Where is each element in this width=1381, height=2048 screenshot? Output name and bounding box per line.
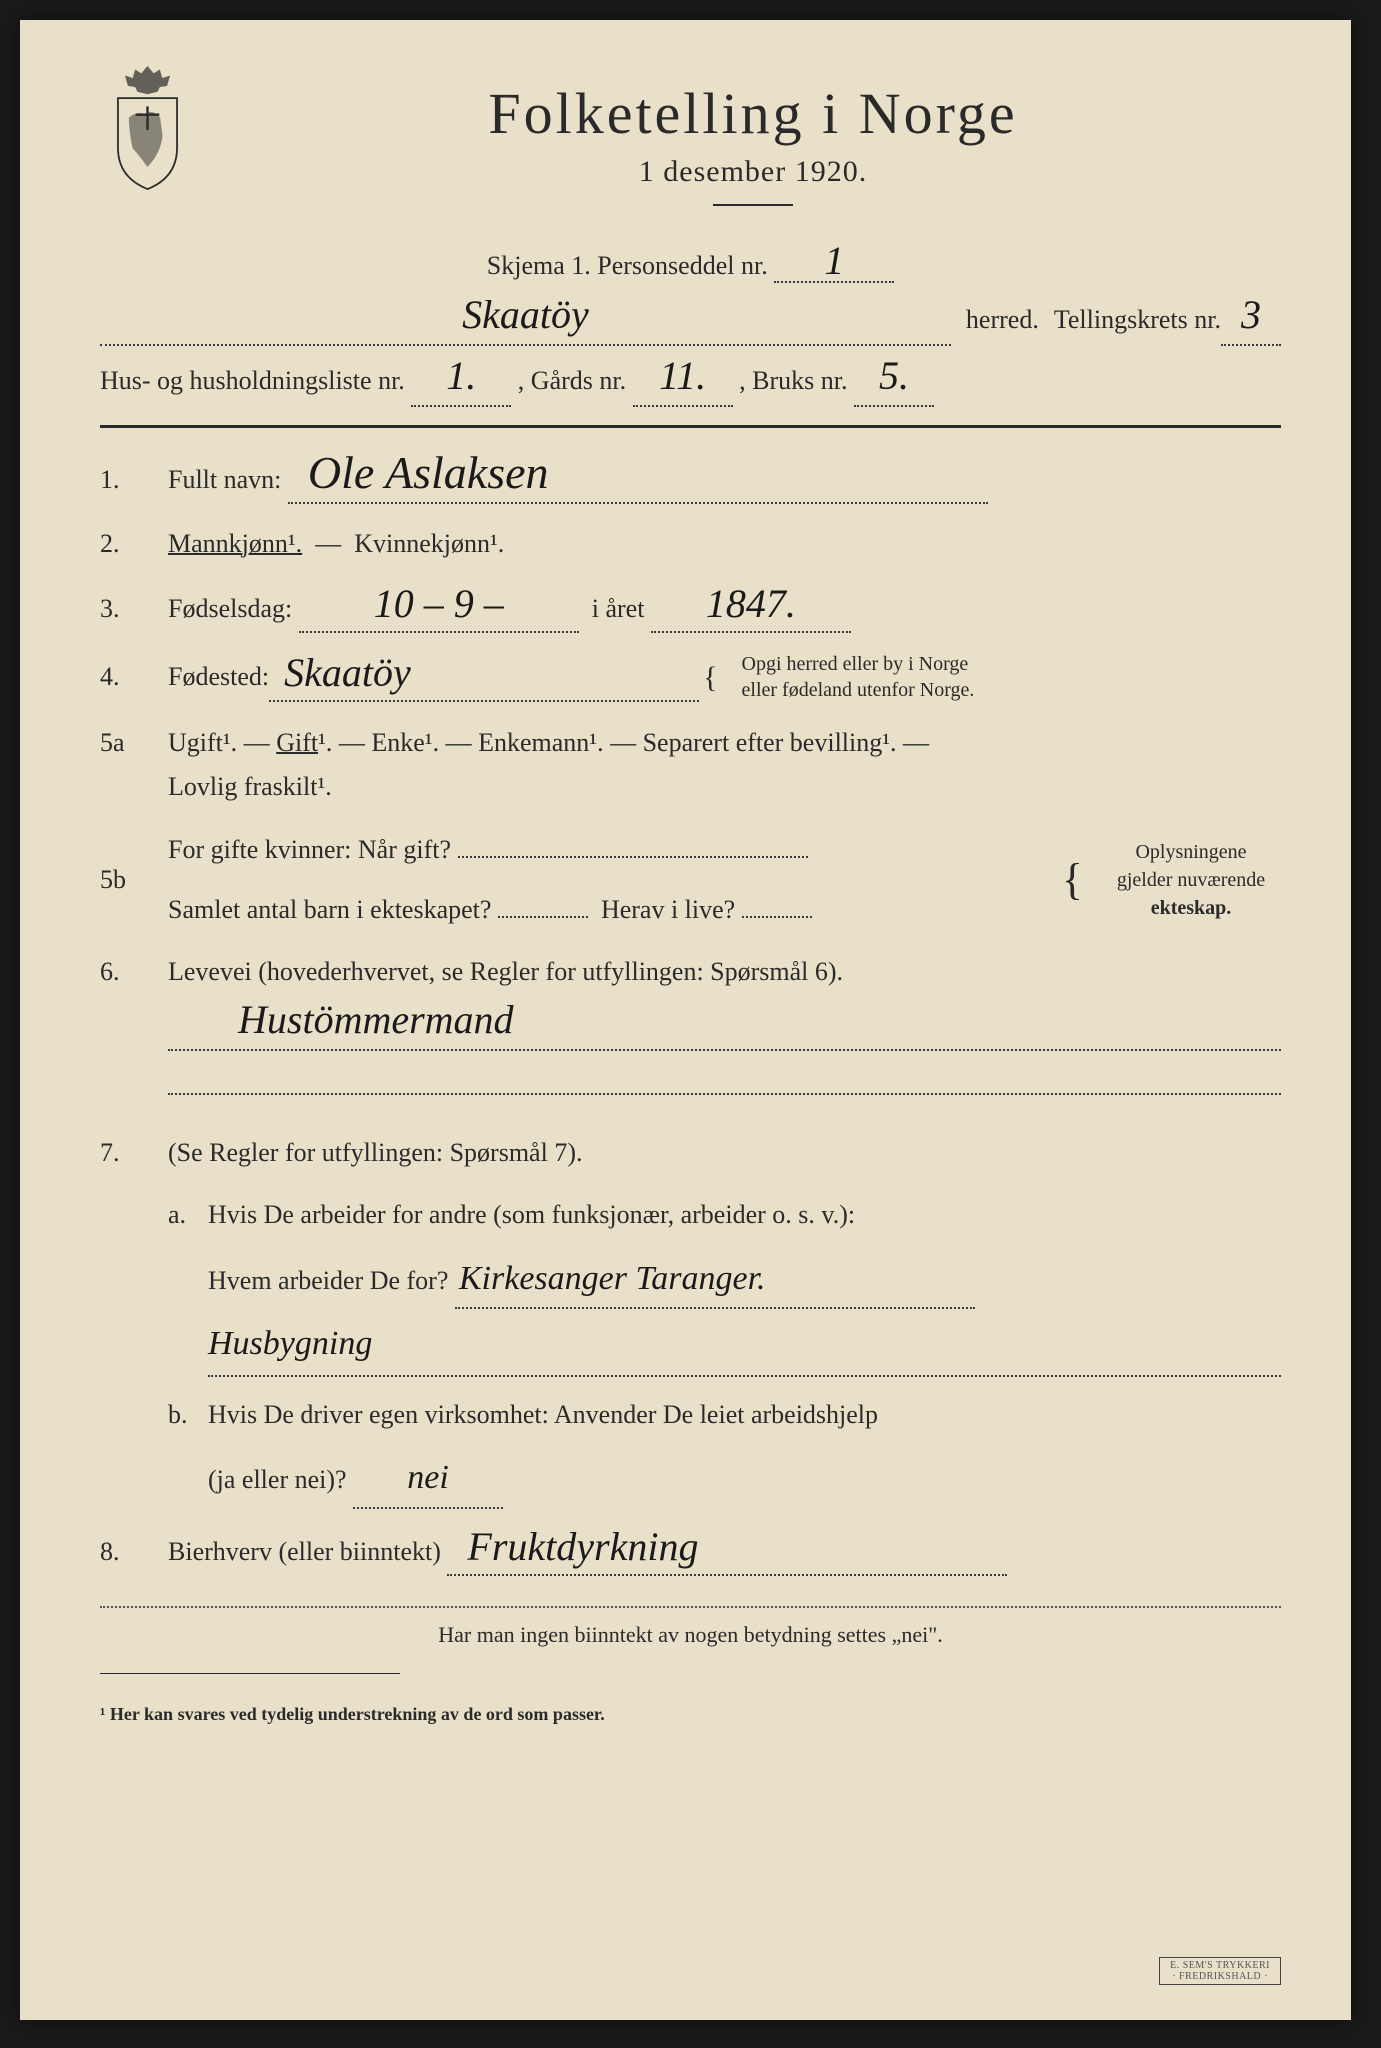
q7-num: 7. (100, 1138, 150, 1168)
q3-label: Fødselsdag: (168, 594, 292, 623)
skjema-label: Skjema 1. Personseddel nr. (487, 251, 768, 280)
q1-value: Ole Aslaksen (308, 450, 549, 496)
q6-row: 6. Levevei (hovederhvervet, se Regler fo… (100, 950, 1281, 1101)
q2-opt2: Kvinnekjønn¹. (354, 529, 504, 558)
bruks-nr: 5. (879, 356, 909, 396)
title-block: Folketelling i Norge 1 desember 1920. (225, 80, 1281, 231)
q7b-l2: (ja eller nei)? (208, 1465, 347, 1494)
q8-label: Bierhverv (eller biinntekt) (168, 1537, 441, 1566)
q2-sep: — (315, 529, 341, 558)
meta-herred-row: Skaatöy herred. Tellingskrets nr. 3 (100, 295, 1281, 346)
q3-year-label: i året (592, 594, 645, 623)
q1-label: Fullt navn: (168, 465, 281, 494)
hus-nr: 1. (446, 356, 476, 396)
gards-label: , Gårds nr. (518, 366, 626, 395)
q5b-l2a: Samlet antal barn i ekteskapet? (168, 895, 491, 924)
meta-hus-row: Hus- og husholdningsliste nr. 1. , Gårds… (100, 356, 1281, 407)
q7a-val2: Husbygning (208, 1325, 372, 1362)
divider-thick (100, 425, 1281, 428)
q4-value: Skaatöy (284, 653, 411, 693)
q2-num: 2. (100, 529, 150, 559)
divider-thin (100, 1606, 1281, 1608)
coat-of-arms-icon (100, 65, 195, 195)
q5a-text: Ugift¹. — Gift¹. — Enke¹. — Enkemann¹. —… (168, 721, 1281, 809)
q3-num: 3. (100, 594, 150, 624)
q3-row: 3. Fødselsdag: 10 – 9 – i året 1847. (100, 584, 1281, 633)
q4-note: Opgi herred eller by i Norge eller fødel… (730, 651, 975, 703)
q7a-num: a. (168, 1193, 208, 1383)
krets-nr: 3 (1241, 295, 1261, 335)
q6-label: Levevei (hovederhvervet, se Regler for u… (168, 957, 843, 986)
herred-value: Skaatöy (462, 295, 589, 335)
q7b-l1: Hvis De driver egen virksomhet: Anvender… (208, 1393, 1281, 1437)
footer-note1: Har man ingen biinntekt av nogen betydni… (100, 1622, 1281, 1648)
q8-row: 8. Bierhverv (eller biinntekt) Fruktdyrk… (100, 1527, 1281, 1576)
q5a-row: 5a Ugift¹. — Gift¹. — Enke¹. — Enkemann¹… (100, 721, 1281, 809)
hus-label: Hus- og husholdningsliste nr. (100, 366, 405, 395)
herred-label: herred. (966, 297, 1039, 344)
q5b-l1: For gifte kvinner: Når gift? (168, 835, 451, 864)
skjema-nr: 1 (824, 241, 844, 281)
q4-num: 4. (100, 662, 150, 692)
q5b-note: Oplysningene gjelder nuværende ekteskap. (1101, 838, 1281, 922)
main-title: Folketelling i Norge (225, 80, 1281, 147)
meta-skjema-row: Skjema 1. Personseddel nr. 1 (100, 241, 1281, 283)
q3-day: 10 – 9 – (374, 584, 504, 624)
q2-row: 2. Mannkjønn¹. — Kvinnekjønn¹. (100, 522, 1281, 566)
q6-num: 6. (100, 957, 150, 987)
header: Folketelling i Norge 1 desember 1920. (100, 80, 1281, 231)
q7a-val: Kirkesanger Taranger. (459, 1260, 766, 1297)
q1-num: 1. (100, 465, 150, 495)
bruks-label: , Bruks nr. (739, 366, 847, 395)
q1-row: 1. Fullt navn: Ole Aslaksen (100, 450, 1281, 504)
q4-label: Fødested: (168, 655, 269, 699)
q5b-row: 5b For gifte kvinner: Når gift? Samlet a… (100, 828, 1281, 932)
q7a-l2: Hvem arbeider De for? (208, 1266, 448, 1295)
q6-value: Hustömmermand (238, 1000, 514, 1040)
q4-row: 4. Fødested: Skaatöy { Opgi herred eller… (100, 651, 1281, 703)
footer-note2: ¹ Her kan svares ved tydelig understrekn… (100, 1704, 1281, 1725)
q3-year: 1847. (706, 584, 796, 624)
q5b-num: 5b (100, 865, 150, 895)
sub-title: 1 desember 1920. (225, 155, 1281, 189)
q5b-l2b: Herav i live? (601, 895, 735, 924)
census-form-page: Folketelling i Norge 1 desember 1920. Sk… (20, 20, 1351, 2020)
printer-stamp: E. SEM'S TRYKKERI · FREDRIKSHALD · (1159, 1957, 1281, 1985)
q7-label: (Se Regler for utfyllingen: Spørsmål 7). (168, 1131, 1281, 1175)
q7b-val: nei (407, 1459, 449, 1496)
q7a-l1: Hvis De arbeider for andre (som funksjon… (208, 1193, 1281, 1237)
gards-nr: 11. (659, 356, 706, 396)
q5a-num: 5a (100, 728, 150, 758)
title-divider (713, 204, 793, 206)
krets-label: Tellingskrets nr. (1054, 297, 1221, 344)
q2-opt1: Mannkjønn¹. (168, 529, 302, 558)
q8-value: Fruktdyrkning (467, 1527, 698, 1567)
footnote-rule (100, 1673, 400, 1674)
q7-row: 7. (Se Regler for utfyllingen: Spørsmål … (100, 1131, 1281, 1509)
q8-num: 8. (100, 1537, 150, 1567)
q7b-num: b. (168, 1393, 208, 1509)
